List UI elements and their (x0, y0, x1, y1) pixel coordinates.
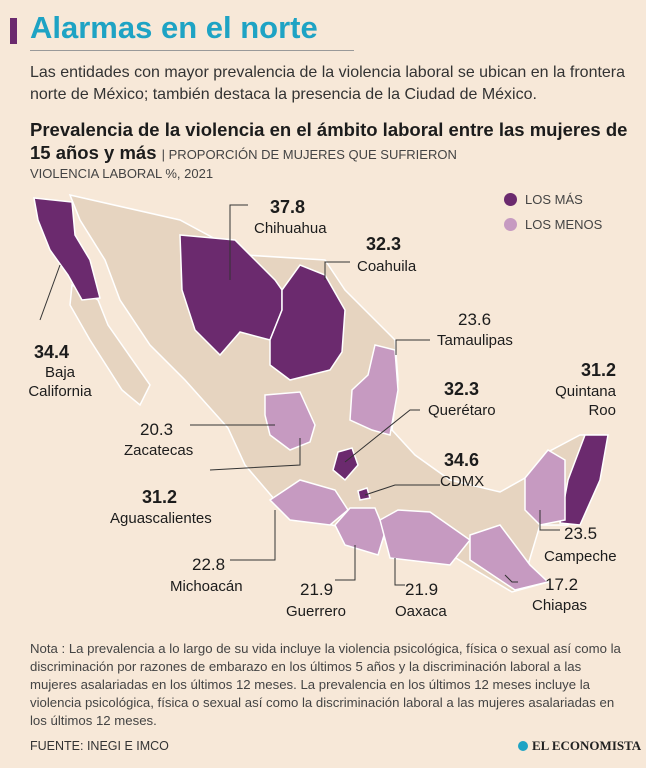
value-michoacan: 22.8 (192, 555, 226, 574)
leader-cdmx (364, 484, 440, 496)
label-queretaro: Querétaro (428, 402, 496, 419)
label-chiapas: Chiapas (532, 597, 588, 614)
value-quintana-roo: 31.2 (580, 360, 616, 380)
value-coahuila: 32.3 (366, 234, 402, 254)
legend-label-least: LOS MENOS (525, 217, 603, 232)
leader-guerrero (335, 545, 356, 581)
label-tamaulipas: Tamaulipas (437, 332, 513, 349)
label-guerrero: Guerrero (286, 603, 347, 620)
label-campeche: Campeche (544, 548, 617, 565)
value-guerrero: 21.9 (300, 580, 334, 599)
mexico-map (33, 193, 609, 593)
source-line: FUENTE: INEGI E IMCO (30, 739, 169, 753)
map-base-baja-south (69, 283, 151, 407)
value-cdmx: 34.6 (444, 450, 480, 470)
map-base-mainland (68, 193, 606, 593)
state-coahuila (269, 264, 346, 381)
legend-swatch-most (504, 193, 517, 206)
chart-title: Prevalencia de la violencia en el ámbito… (30, 118, 630, 166)
leader-campeche (539, 510, 560, 531)
label-baja-california-line2: California (28, 383, 92, 400)
label-zacatecas: Zacatecas (124, 442, 194, 459)
leader-tamaulipas (395, 339, 430, 355)
chart-subtitle-b: violencia laboral %, 2021 (30, 166, 214, 181)
label-quintana-roo-line1: Quintana (555, 383, 616, 400)
brand-icon (518, 741, 528, 751)
label-aguascalientes: Aguascalientes (110, 510, 212, 527)
legend-item-most: LOS MÁS (504, 192, 602, 207)
page-title: Alarmas en el norte (30, 10, 318, 45)
label-baja-california-line1: Baja (44, 364, 76, 381)
title-accent-bar (10, 18, 17, 44)
legend-swatch-least (504, 218, 517, 231)
leader-coahuila (324, 261, 350, 280)
value-oaxaca: 21.9 (405, 580, 439, 599)
value-baja-california: 34.4 (34, 342, 70, 362)
leader-oaxaca (394, 558, 405, 586)
intro-text: Las entidades con mayor prevalencia de l… (30, 64, 626, 103)
leader-baja-california (39, 264, 61, 321)
label-cdmx: CDMX (440, 473, 485, 490)
state-cdmx (357, 487, 371, 501)
brand-logo: EL ECONOMISTA (518, 738, 641, 754)
state-baja-california (33, 197, 101, 301)
label-michoacan: Michoacán (170, 578, 243, 595)
brand-name: EL ECONOMISTA (532, 738, 642, 753)
label-chihuahua: Chihuahua (254, 220, 327, 237)
state-tamaulipas (349, 344, 399, 436)
legend-label-most: LOS MÁS (525, 192, 583, 207)
leader-queretaro (344, 409, 420, 463)
value-aguascalientes: 31.2 (142, 487, 178, 507)
leader-aguascalientes (209, 438, 301, 471)
legend: LOS MÁS LOS MENOS (504, 192, 602, 242)
label-oaxaca: Oaxaca (395, 603, 447, 620)
chart-title-text: Prevalencia de la violencia en el ámbito… (30, 119, 628, 163)
chart-subtitle-a: | Proporción de mujeres que sufrieron (161, 147, 457, 162)
leader-chihuahua (229, 204, 248, 280)
label-coahuila: Coahuila (357, 258, 417, 275)
value-queretaro: 32.3 (444, 379, 480, 399)
value-zacatecas: 20.3 (140, 420, 174, 439)
state-quintana-roo (559, 434, 609, 526)
footnote: Nota : La prevalencia a lo largo de su v… (30, 641, 621, 728)
title-divider (30, 50, 354, 51)
label-quintana-roo-line2: Roo (588, 402, 616, 419)
legend-item-least: LOS MENOS (504, 217, 602, 232)
value-chihuahua: 37.8 (270, 197, 306, 217)
state-chiapas (469, 524, 550, 591)
value-tamaulipas: 23.6 (458, 310, 492, 329)
value-campeche: 23.5 (564, 524, 598, 543)
value-chiapas: 17.2 (545, 575, 579, 594)
leader-chiapas (504, 574, 518, 583)
leader-michoacan (230, 510, 276, 561)
state-campeche (524, 449, 566, 526)
